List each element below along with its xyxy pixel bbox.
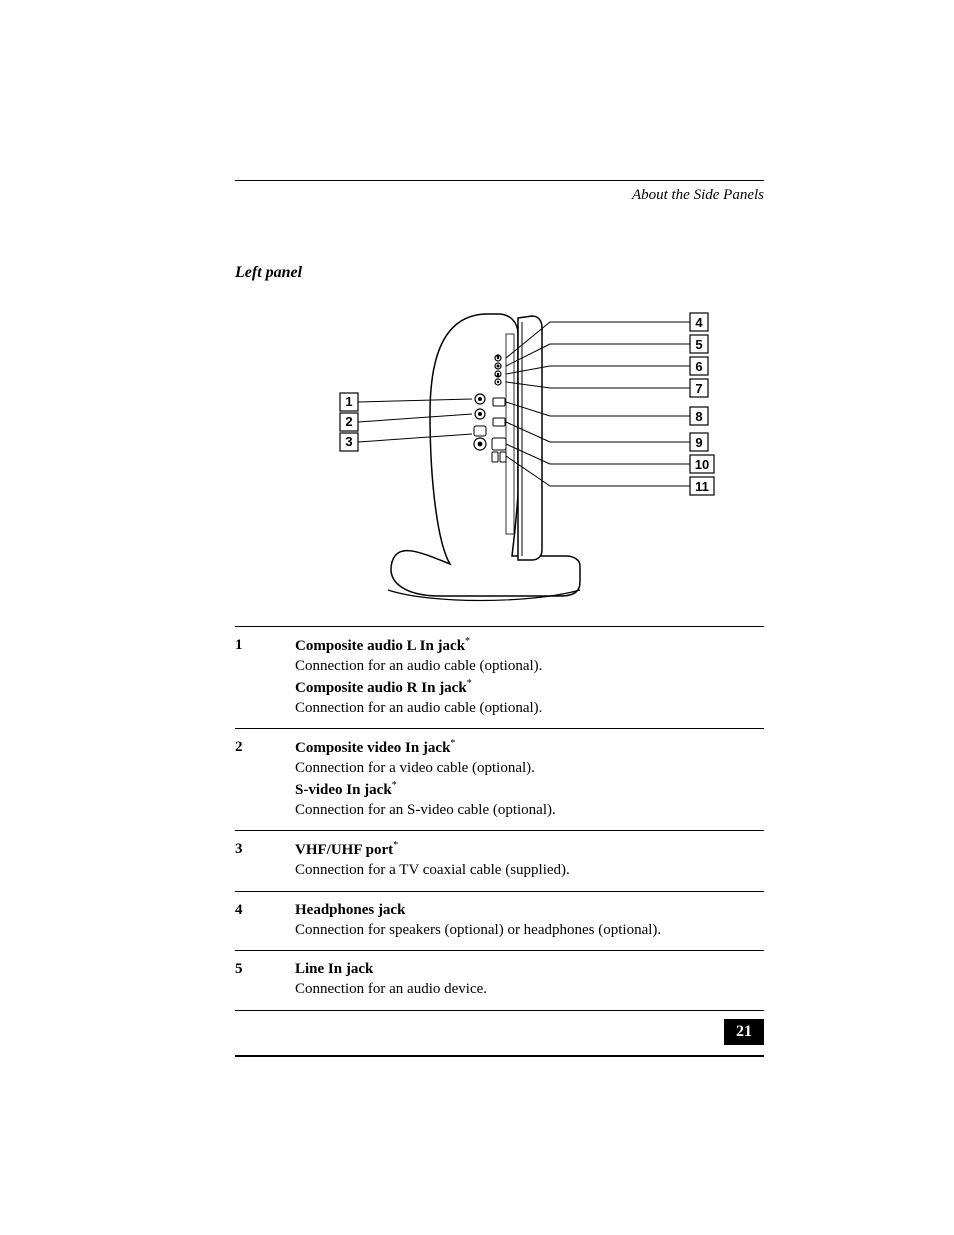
- definition-number: 3: [235, 839, 295, 881]
- term-text: S-video In jack: [295, 782, 392, 798]
- definition-description: Connection for an S-video cable (optiona…: [295, 800, 764, 820]
- definition-number: 4: [235, 900, 295, 941]
- footnote-marker: *: [465, 636, 470, 647]
- definition-description: Connection for a TV coaxial cable (suppl…: [295, 860, 764, 880]
- svg-text:7: 7: [695, 381, 702, 396]
- definition-description: Connection for an audio cable (optional)…: [295, 656, 764, 676]
- definition-number: 5: [235, 959, 295, 1000]
- svg-text:9: 9: [695, 435, 702, 450]
- svg-text:11: 11: [695, 479, 709, 494]
- svg-text:2: 2: [345, 414, 352, 429]
- footnote-marker: *: [392, 780, 397, 791]
- definition-term: Line In jack: [295, 959, 764, 979]
- definition-description: Connection for a video cable (optional).: [295, 758, 764, 778]
- definition-body: VHF/UHF port*Connection for a TV coaxial…: [295, 839, 764, 881]
- footer-rule: [235, 1055, 764, 1057]
- definition-term: VHF/UHF port*: [295, 839, 764, 860]
- definition-number: 1: [235, 635, 295, 718]
- left-panel-diagram: 1 2 3 4 5 6 7 8 9 10 11: [280, 294, 720, 614]
- page-number: 21: [724, 1019, 764, 1045]
- definition-description: Connection for speakers (optional) or he…: [295, 920, 764, 940]
- svg-text:4: 4: [695, 315, 703, 330]
- definition-row: 5Line In jack Connection for an audio dev…: [235, 950, 764, 1011]
- svg-text:1: 1: [345, 394, 352, 409]
- term-text: Line In jack: [295, 961, 373, 977]
- definition-term: S-video In jack*: [295, 779, 764, 800]
- definition-row: 2Composite video In jack*Connection for …: [235, 728, 764, 830]
- definition-body: Composite audio L In jack*Connection for…: [295, 635, 764, 718]
- svg-text:3: 3: [345, 434, 352, 449]
- footnote-marker: *: [467, 678, 472, 689]
- header-rule: [235, 180, 764, 181]
- definition-body: Headphones jack Connection for speakers (…: [295, 900, 764, 941]
- definition-description: Connection for an audio cable (optional)…: [295, 698, 764, 718]
- term-text: Composite audio L In jack: [295, 638, 465, 654]
- manual-page: About the Side Panels Left panel 1 2 3 4 5 6 7…: [0, 0, 954, 1235]
- term-text: VHF/UHF port: [295, 842, 393, 858]
- definition-body: Composite video In jack*Connection for a…: [295, 737, 764, 820]
- definition-description: Connection for an audio device.: [295, 979, 764, 999]
- definition-term: Composite audio R In jack*: [295, 677, 764, 698]
- running-head: About the Side Panels: [235, 187, 764, 204]
- diagram-container: 1 2 3 4 5 6 7 8 9 10 11: [235, 294, 764, 614]
- svg-text:8: 8: [695, 409, 702, 424]
- definition-term: Composite video In jack*: [295, 737, 764, 758]
- svg-text:10: 10: [694, 457, 708, 472]
- definition-row: 4Headphones jack Connection for speakers …: [235, 891, 764, 951]
- term-text: Composite audio R In jack: [295, 680, 467, 696]
- definition-row: 1Composite audio L In jack*Connection fo…: [235, 626, 764, 728]
- svg-text:6: 6: [695, 359, 702, 374]
- definition-row: 3VHF/UHF port*Connection for a TV coaxia…: [235, 830, 764, 891]
- footnote-marker: *: [450, 738, 455, 749]
- definition-term: Headphones jack: [295, 900, 764, 920]
- term-text: Composite video In jack: [295, 740, 450, 756]
- port-definitions-list: 1Composite audio L In jack*Connection fo…: [235, 626, 764, 1011]
- definition-term: Composite audio L In jack*: [295, 635, 764, 656]
- definition-body: Line In jack Connection for an audio devi…: [295, 959, 764, 1000]
- section-title: Left panel: [235, 264, 764, 282]
- definition-number: 2: [235, 737, 295, 820]
- footnote-marker: *: [393, 840, 398, 851]
- term-text: Headphones jack: [295, 902, 405, 918]
- svg-text:5: 5: [695, 337, 702, 352]
